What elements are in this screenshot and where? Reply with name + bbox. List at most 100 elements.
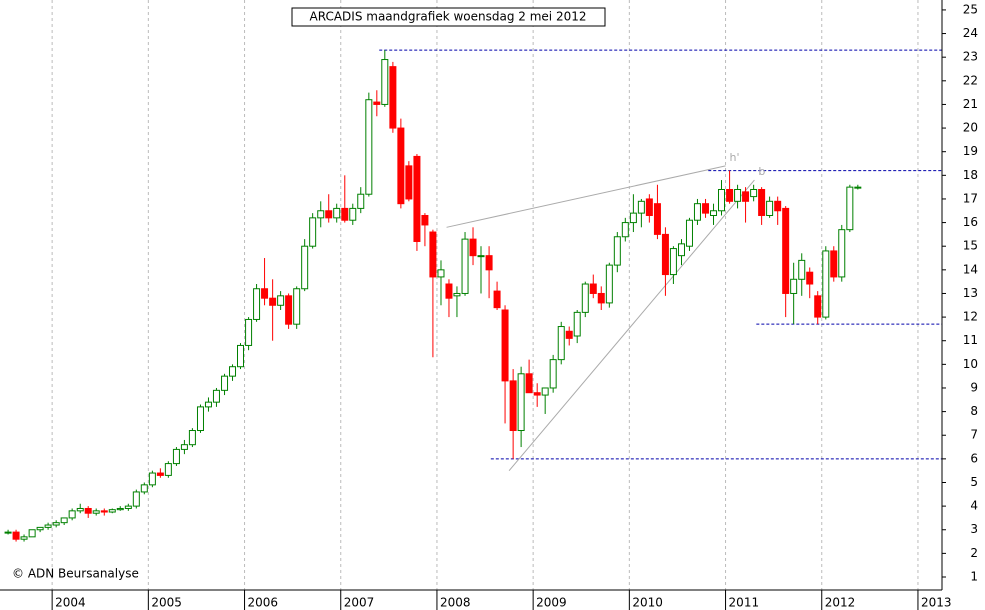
candle-body xyxy=(645,198,653,216)
candle-body xyxy=(758,188,766,216)
candle-body xyxy=(517,373,525,432)
candle-body xyxy=(253,288,261,320)
chart-title: ARCADIS maandgrafiek woensdag 2 mei 2012 xyxy=(310,10,587,24)
candle-body xyxy=(702,203,710,214)
candle-body xyxy=(822,250,830,318)
candle-body xyxy=(581,283,589,313)
candle-body xyxy=(461,238,469,294)
candle-body xyxy=(76,507,84,512)
y-tick-label: 20 xyxy=(963,121,978,135)
y-tick-label: 25 xyxy=(963,2,978,16)
candle-body xyxy=(36,526,44,531)
candle-body xyxy=(100,510,108,513)
y-tick-label: 8 xyxy=(970,404,978,418)
candle-body xyxy=(565,330,573,339)
candle-body xyxy=(349,207,357,221)
candle-body xyxy=(397,127,405,205)
candle-body xyxy=(413,155,421,242)
candle-body xyxy=(317,210,325,219)
candle-body xyxy=(293,288,301,325)
y-tick-label: 6 xyxy=(970,451,978,465)
candle-body xyxy=(726,188,734,202)
candle-body xyxy=(124,505,132,509)
candle-body xyxy=(493,290,501,309)
candle-body xyxy=(485,255,493,271)
candle-body xyxy=(389,66,397,129)
candle-body xyxy=(261,288,269,299)
candle-body xyxy=(188,430,196,446)
x-tick-label: 2011 xyxy=(729,596,760,610)
candle-body xyxy=(108,509,116,513)
candle-body xyxy=(237,344,245,368)
candle-body xyxy=(4,531,12,534)
candle-body xyxy=(669,248,677,276)
candle-body xyxy=(854,186,862,189)
y-tick-label: 1 xyxy=(970,570,978,584)
candle-body xyxy=(453,292,461,297)
y-tick-label: 19 xyxy=(963,144,978,158)
candle-body xyxy=(806,271,814,285)
y-tick-label: 3 xyxy=(970,522,978,536)
candle-body xyxy=(437,269,445,278)
candle-body xyxy=(301,245,309,290)
candle-body xyxy=(148,472,156,486)
y-tick-label: 13 xyxy=(963,286,978,300)
candle-body xyxy=(52,522,60,526)
candle-body xyxy=(774,200,782,212)
candle-body xyxy=(677,243,685,257)
y-tick-label: 14 xyxy=(963,262,978,276)
candle-body xyxy=(525,373,533,394)
candle-body xyxy=(28,529,36,538)
candle-body xyxy=(790,278,798,294)
candle-body xyxy=(180,444,188,450)
candle-body xyxy=(245,318,253,346)
y-tick-label: 22 xyxy=(963,73,978,87)
candle-body xyxy=(172,448,180,465)
candle-body xyxy=(381,59,389,105)
candle-body xyxy=(373,101,381,105)
y-tick-label: 16 xyxy=(963,215,978,229)
candle-body xyxy=(782,207,790,294)
title-box xyxy=(291,7,606,27)
x-tick-label: 2008 xyxy=(440,596,471,610)
candle-body xyxy=(637,200,645,214)
y-tick-label: 11 xyxy=(963,333,978,347)
candle-body xyxy=(621,222,629,238)
y-tick-label: 17 xyxy=(963,191,978,205)
candle-body xyxy=(605,264,613,304)
candle-body xyxy=(573,311,581,337)
candle-body xyxy=(325,210,333,219)
y-tick-label: 23 xyxy=(963,50,978,64)
candle-body xyxy=(365,99,373,195)
y-tick-label: 12 xyxy=(963,310,978,324)
candle-body xyxy=(84,507,92,514)
candle-body xyxy=(333,207,341,219)
x-tick-label: 2010 xyxy=(632,596,663,610)
candle-body xyxy=(357,193,365,209)
candle-body xyxy=(629,212,637,224)
trend-label: b xyxy=(758,165,765,178)
candle-body xyxy=(653,203,661,235)
x-tick-label: 2009 xyxy=(536,596,567,610)
candle-body xyxy=(541,387,549,396)
x-tick-label: 2007 xyxy=(344,596,375,610)
trend-line xyxy=(508,179,755,471)
candle-body xyxy=(557,326,565,361)
trend-line xyxy=(446,165,726,228)
y-tick-label: 24 xyxy=(963,26,978,40)
candle-body xyxy=(12,531,20,540)
x-tick-label: 2012 xyxy=(825,596,856,610)
candle-body xyxy=(509,380,517,432)
candle-body xyxy=(685,219,693,247)
x-tick-label: 2013 xyxy=(921,596,952,610)
y-tick-label: 21 xyxy=(963,97,978,111)
candle-body xyxy=(20,536,28,540)
y-tick-label: 4 xyxy=(970,499,978,513)
candle-body xyxy=(734,188,742,202)
candle-body xyxy=(277,295,285,306)
candle-body xyxy=(798,259,806,280)
candle-body xyxy=(750,188,758,198)
candle-body xyxy=(838,229,846,278)
